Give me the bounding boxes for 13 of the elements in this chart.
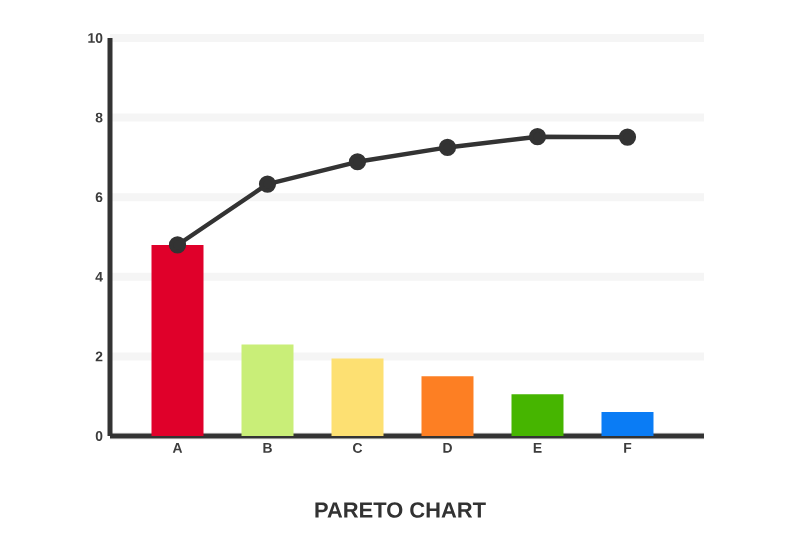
point <box>528 128 547 146</box>
point <box>168 236 187 254</box>
bar <box>331 358 384 436</box>
bar <box>511 394 564 436</box>
point <box>438 138 457 157</box>
point <box>348 153 367 171</box>
bar <box>151 244 204 436</box>
bar <box>241 344 294 436</box>
bar <box>601 412 654 436</box>
point <box>618 128 637 146</box>
bar <box>421 376 474 436</box>
point <box>258 175 277 193</box>
text: PARETO CHART <box>315 502 486 518</box>
